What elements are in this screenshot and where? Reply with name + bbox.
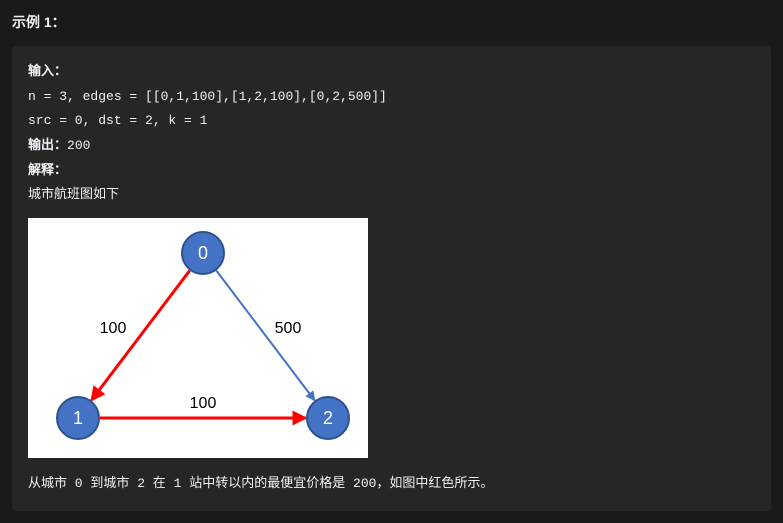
edge-label-0-2: 500 <box>275 320 302 337</box>
edge-label-0-1: 100 <box>100 320 127 337</box>
footer-text: 从城市 0 到城市 2 在 1 站中转以内的最便宜价格是 200，如图中红色所示… <box>28 472 755 497</box>
input-line-1: n = 3, edges = [[0,1,100],[1,2,100],[0,2… <box>28 85 755 110</box>
node-label-0: 0 <box>198 243 208 263</box>
example-block: 输入： n = 3, edges = [[0,1,100],[1,2,100],… <box>12 46 771 511</box>
graph-diagram: 100 100 500 0 1 2 <box>28 218 755 458</box>
input-line-2: src = 0, dst = 2, k = 1 <box>28 109 755 134</box>
output-value: 200 <box>67 138 90 153</box>
edge-label-1-2: 100 <box>190 395 217 412</box>
explain-label: 解释： <box>28 163 67 178</box>
node-label-2: 2 <box>323 408 333 428</box>
explain-line: 城市航班图如下 <box>28 183 755 208</box>
example-title: 示例 1： <box>12 12 771 32</box>
output-label: 输出： <box>28 138 67 153</box>
node-label-1: 1 <box>73 408 83 428</box>
input-label: 输入： <box>28 64 67 79</box>
